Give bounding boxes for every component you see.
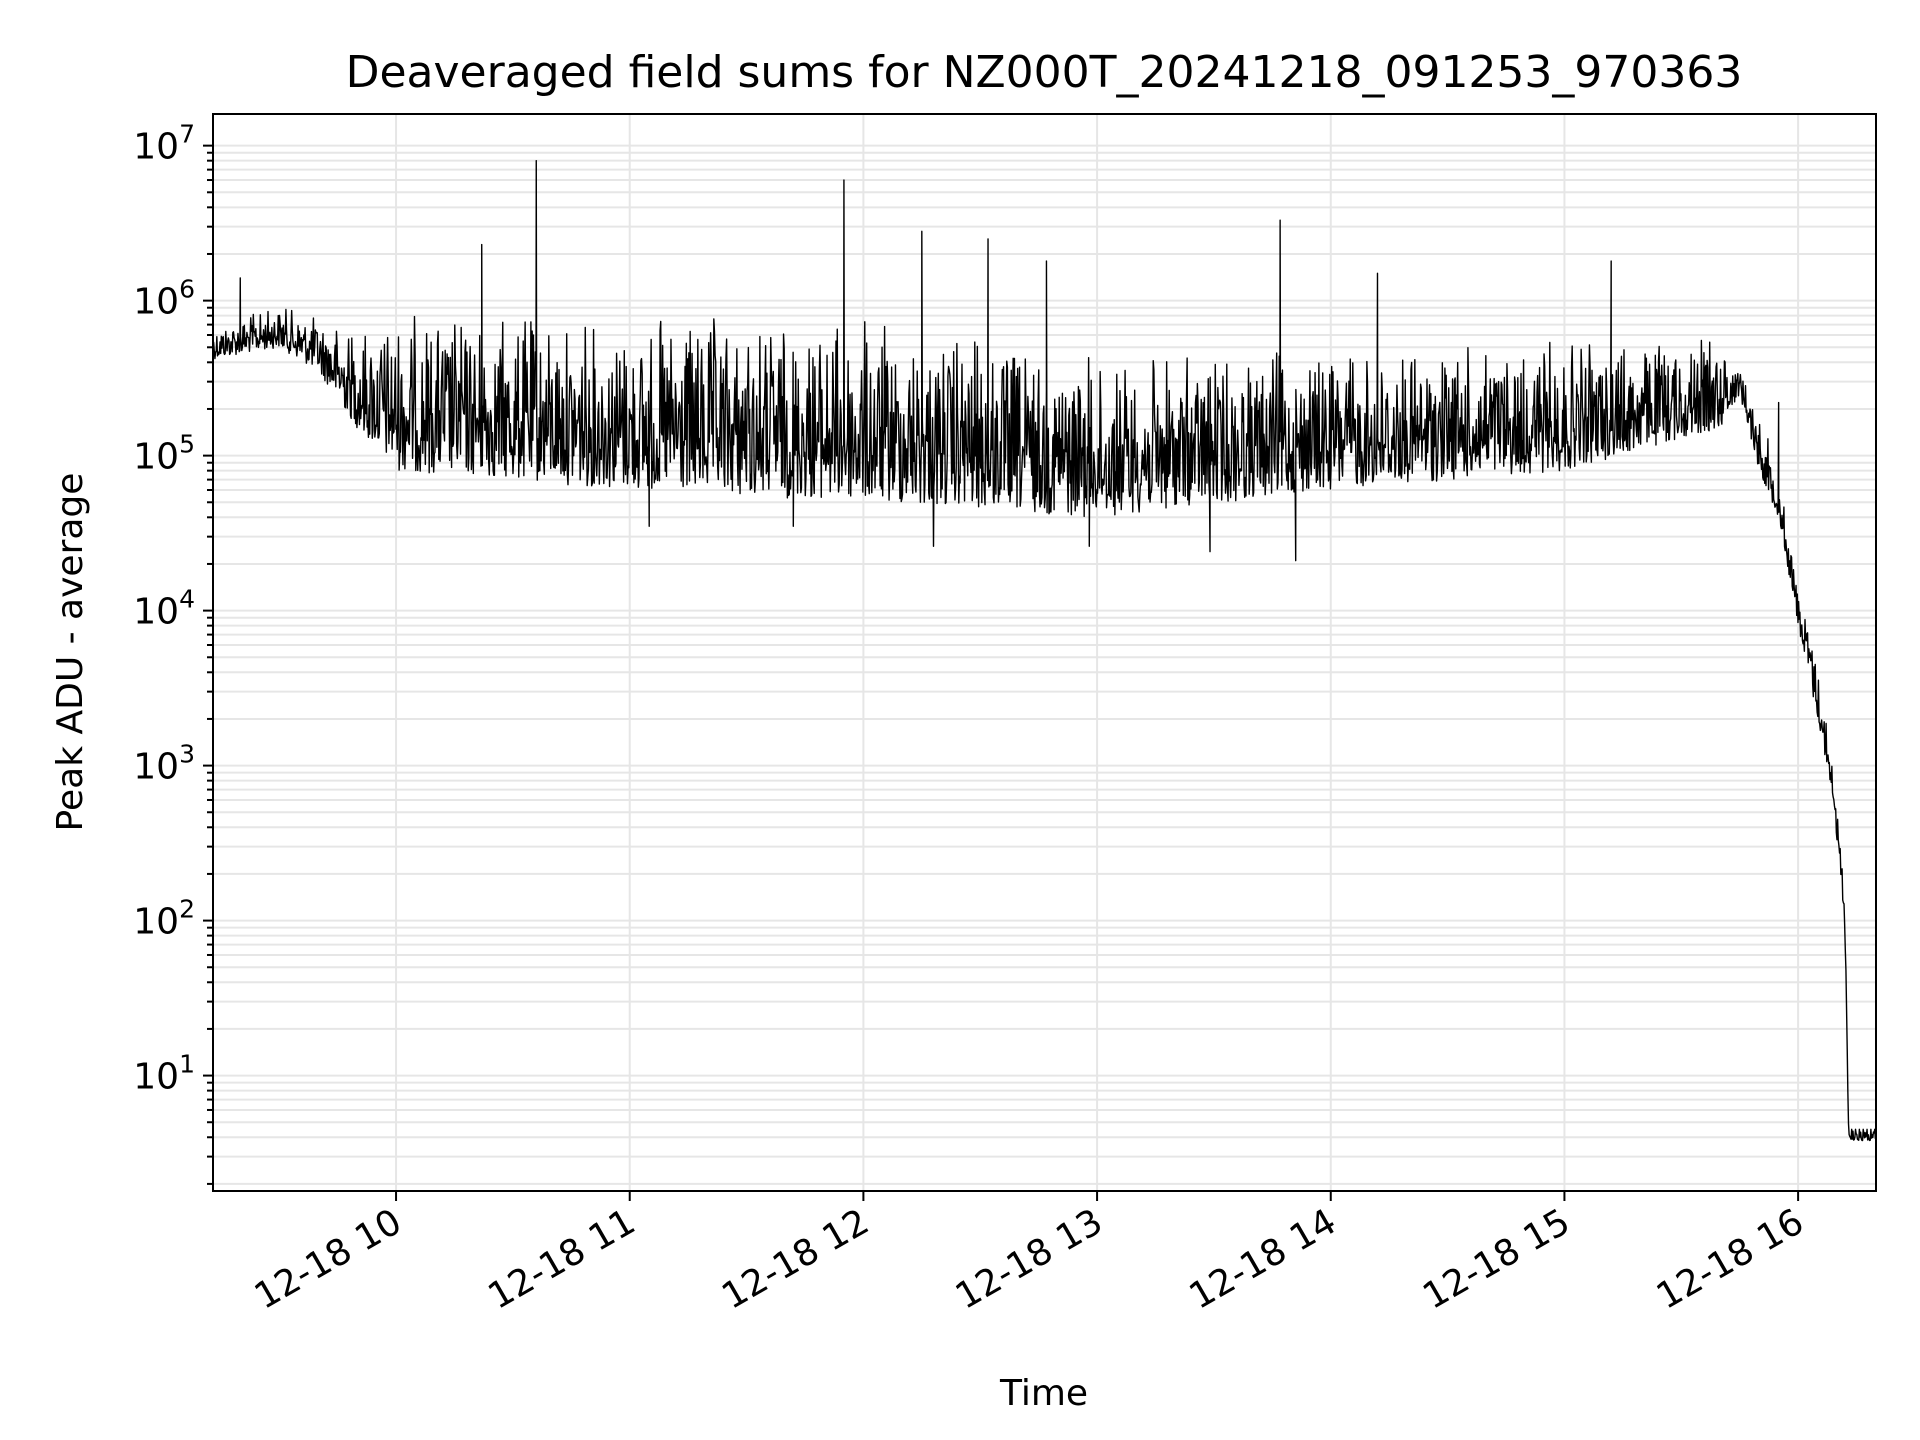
- y-axis: 101 102 103 104 105 106 107: [133, 120, 213, 1185]
- y-tick-label: 101: [133, 1050, 195, 1098]
- y-tick-label: 103: [133, 740, 195, 788]
- y-tick-label: 106: [133, 275, 195, 323]
- chart-title: Deaveraged field sums for NZ000T_2024121…: [346, 47, 1743, 98]
- series-line: [212, 159, 1877, 1142]
- y-tick-label: 105: [133, 430, 195, 478]
- plot-frame: [212, 113, 1877, 1192]
- y-axis-label: Peak ADU - average: [50, 473, 91, 832]
- y-tick-label: 102: [133, 895, 195, 943]
- y-tick-label: 107: [133, 120, 195, 168]
- x-axis-label: Time: [999, 1373, 1088, 1414]
- series-group: [212, 159, 1877, 1142]
- y-tick-label: 104: [133, 585, 195, 633]
